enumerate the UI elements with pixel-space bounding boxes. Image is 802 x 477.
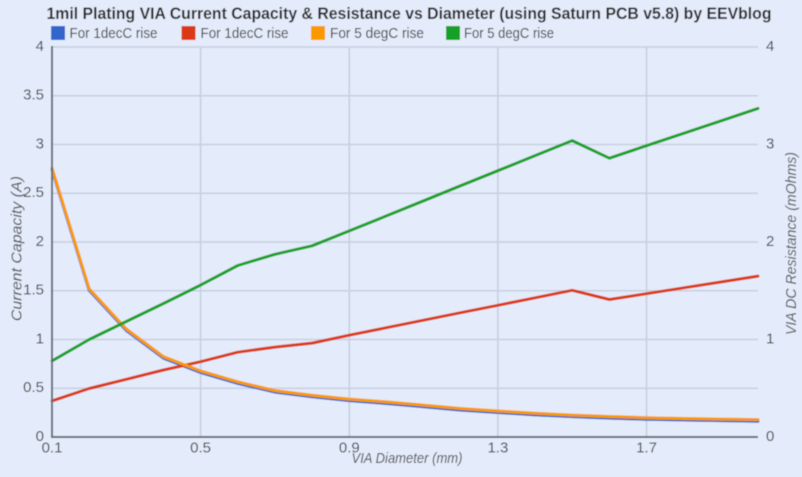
svg-text:1: 1 xyxy=(36,330,44,347)
svg-text:4: 4 xyxy=(766,38,774,55)
svg-text:0: 0 xyxy=(766,428,774,445)
svg-text:2.5: 2.5 xyxy=(23,184,44,201)
svg-text:VIA Diameter (mm): VIA Diameter (mm) xyxy=(352,451,463,467)
svg-text:3.5: 3.5 xyxy=(23,87,44,104)
svg-text:0.9: 0.9 xyxy=(339,439,360,456)
svg-text:VIA DC Resistance (mOhms): VIA DC Resistance (mOhms) xyxy=(784,152,800,335)
svg-text:3: 3 xyxy=(766,135,774,152)
svg-text:For 1decC rise: For 1decC rise xyxy=(70,26,158,42)
svg-text:Current Capacity (A): Current Capacity (A) xyxy=(10,176,26,321)
svg-text:2: 2 xyxy=(766,233,774,250)
svg-text:3: 3 xyxy=(36,135,44,152)
svg-text:For 5 degC rise: For 5 degC rise xyxy=(464,26,554,42)
svg-text:0.5: 0.5 xyxy=(23,379,44,396)
svg-text:1.7: 1.7 xyxy=(636,439,657,456)
svg-text:0.5: 0.5 xyxy=(190,439,211,456)
svg-text:1.3: 1.3 xyxy=(487,439,508,456)
svg-text:2: 2 xyxy=(36,233,44,250)
svg-text:1: 1 xyxy=(766,330,774,347)
svg-text:0.1: 0.1 xyxy=(42,439,63,456)
svg-text:0: 0 xyxy=(36,428,44,445)
svg-text:For 1decC rise: For 1decC rise xyxy=(201,26,289,42)
svg-text:For 5 degC rise: For 5 degC rise xyxy=(330,26,424,42)
svg-text:1.5: 1.5 xyxy=(23,282,44,299)
svg-text:1mil Plating VIA Current Capac: 1mil Plating VIA Current Capacity & Resi… xyxy=(47,4,772,23)
svg-text:4: 4 xyxy=(36,38,44,55)
